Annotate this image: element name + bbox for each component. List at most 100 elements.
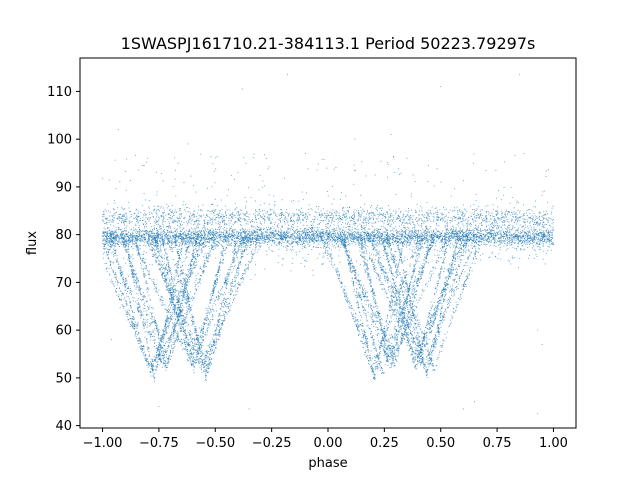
scatter-point <box>514 235 515 237</box>
scatter-point <box>551 231 553 233</box>
scatter-point <box>495 232 496 234</box>
scatter-point <box>156 208 158 210</box>
scatter-point <box>427 245 429 247</box>
scatter-point <box>383 238 385 240</box>
scatter-point <box>136 215 138 217</box>
scatter-point <box>449 236 450 238</box>
scatter-point <box>290 215 292 217</box>
scatter-point <box>224 219 226 221</box>
scatter-point <box>489 224 491 226</box>
scatter-point <box>195 238 197 240</box>
scatter-point <box>167 238 169 240</box>
scatter-point <box>122 214 124 215</box>
scatter-point <box>431 235 433 236</box>
scatter-point <box>403 221 405 223</box>
scatter-point <box>160 231 162 233</box>
scatter-point <box>120 234 122 236</box>
scatter-point <box>507 218 509 220</box>
scatter-point <box>230 228 232 230</box>
scatter-point <box>415 209 416 211</box>
scatter-point <box>202 237 204 239</box>
scatter-point <box>403 233 405 235</box>
scatter-point <box>258 233 260 235</box>
scatter-point <box>107 227 109 229</box>
scatter-point <box>416 245 418 247</box>
scatter-point <box>154 227 155 229</box>
scatter-point <box>210 218 212 220</box>
scatter-point <box>114 229 116 231</box>
scatter-point <box>183 238 185 240</box>
scatter-point <box>228 240 230 242</box>
scatter-point <box>403 241 405 243</box>
scatter-point <box>130 210 132 212</box>
scatter-point <box>497 212 499 214</box>
scatter-point <box>423 237 425 239</box>
scatter-point <box>289 229 291 231</box>
scatter-point <box>259 210 261 212</box>
scatter-point <box>437 216 439 218</box>
scatter-point <box>228 230 230 232</box>
scatter-point <box>339 230 341 232</box>
scatter-point <box>475 200 477 202</box>
scatter-point <box>453 233 455 235</box>
scatter-point <box>188 251 190 253</box>
scatter-point <box>349 243 351 245</box>
scatter-point <box>240 233 242 235</box>
scatter-point <box>463 254 465 256</box>
scatter-point <box>353 238 355 240</box>
scatter-point <box>263 228 264 230</box>
scatter-point <box>299 217 301 218</box>
scatter-point <box>368 212 370 214</box>
scatter-point <box>192 224 194 226</box>
scatter-point <box>301 241 303 243</box>
scatter-point <box>153 210 155 212</box>
scatter-point <box>244 233 246 235</box>
scatter-point <box>478 217 480 219</box>
scatter-point <box>358 233 360 235</box>
scatter-point <box>155 218 157 220</box>
scatter-point <box>269 232 271 234</box>
scatter-point <box>163 209 165 211</box>
scatter-point <box>133 234 135 236</box>
scatter-point <box>529 237 531 239</box>
scatter-point <box>181 220 183 222</box>
scatter-point <box>173 219 175 221</box>
scatter-point <box>381 238 383 240</box>
scatter-point <box>473 213 475 215</box>
scatter-point <box>178 235 180 237</box>
scatter-point <box>265 250 267 252</box>
scatter-point <box>336 229 338 231</box>
scatter-point <box>436 216 438 218</box>
scatter-point <box>358 210 359 211</box>
scatter-point <box>229 214 231 216</box>
scatter-point <box>251 231 252 233</box>
scatter-point <box>427 229 429 231</box>
scatter-point <box>137 212 139 214</box>
scatter-point <box>362 218 364 220</box>
scatter-point <box>417 239 418 241</box>
scatter-point <box>368 218 370 220</box>
scatter-point <box>508 235 510 237</box>
scatter-point <box>256 239 258 240</box>
scatter-point <box>302 231 304 233</box>
scatter-point <box>493 216 495 218</box>
scatter-point <box>379 242 381 244</box>
scatter-point <box>348 235 350 237</box>
scatter-point <box>275 212 277 214</box>
scatter-point <box>277 219 279 221</box>
scatter-point <box>211 220 213 222</box>
scatter-point <box>322 252 324 254</box>
scatter-point <box>329 237 331 239</box>
scatter-point <box>340 232 342 234</box>
scatter-point <box>327 238 328 239</box>
scatter-point <box>539 228 541 230</box>
scatter-point <box>420 230 422 231</box>
scatter-point <box>434 207 436 209</box>
scatter-point <box>340 246 342 248</box>
scatter-point <box>347 235 349 236</box>
scatter-point <box>313 239 315 241</box>
scatter-point <box>426 235 428 237</box>
scatter-point <box>312 240 313 242</box>
scatter-point <box>441 239 443 240</box>
scatter-point <box>111 233 113 234</box>
